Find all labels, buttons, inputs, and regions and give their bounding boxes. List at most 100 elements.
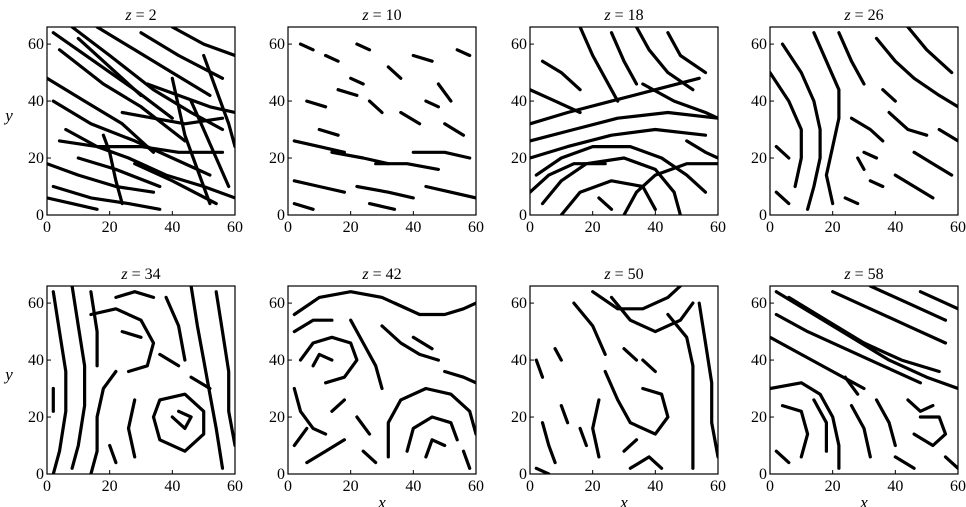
streak [133, 162, 218, 206]
streak [189, 99, 231, 189]
streak [530, 110, 718, 143]
streak [868, 179, 885, 189]
streak [405, 415, 459, 453]
x-axis-label: x [377, 493, 386, 507]
streak-group [530, 27, 718, 215]
panel-8: z = 58 0 20 40 60 0 20 40 60 x [751, 266, 966, 507]
streak [666, 312, 695, 470]
streak [70, 27, 225, 132]
y-tick-label: 0 [759, 207, 767, 224]
streak [906, 27, 954, 75]
streak [355, 184, 415, 200]
panel-4: z = 26 0 20 40 60 0 20 40 60 [751, 7, 966, 236]
streak [57, 139, 225, 154]
streak-group [770, 286, 958, 470]
y-tick-label: 60 [511, 295, 527, 312]
streak [874, 36, 958, 109]
streak [553, 347, 563, 362]
streak [780, 42, 822, 211]
streak [47, 162, 156, 194]
panel-6: z = 42 0 20 40 60 0 20 40 60 x [269, 266, 484, 507]
streak [906, 398, 935, 413]
x-tick-label: 60 [710, 478, 726, 495]
streak-group [47, 27, 235, 211]
streak [868, 286, 948, 322]
streak [330, 150, 390, 166]
x-tick-label: 20 [343, 478, 359, 495]
streak [324, 53, 340, 63]
y-tick-label: 20 [269, 409, 285, 426]
x-tick-label: 0 [526, 478, 534, 495]
streak [114, 290, 156, 299]
streak [305, 438, 346, 465]
plot-frame [287, 285, 477, 475]
streak [578, 426, 589, 448]
x-tick-label: 60 [227, 478, 243, 495]
panel-3: z = 18 0 20 40 60 0 20 40 60 [511, 7, 726, 236]
x-tick-label: 40 [887, 478, 903, 495]
streak [151, 392, 206, 453]
streak [392, 301, 476, 317]
y-tick-label: 40 [751, 93, 767, 110]
streak [893, 173, 935, 200]
streak [298, 42, 315, 52]
streak [455, 48, 472, 58]
y-tick-label: 20 [28, 150, 44, 167]
streak-group [292, 42, 476, 211]
panel-2: z = 10 0 20 40 60 0 20 40 60 [269, 7, 484, 236]
x-tick-label: 40 [647, 219, 663, 236]
y-tick-label: 0 [519, 466, 527, 483]
streak [937, 127, 958, 143]
y-axis-label: y [3, 106, 13, 125]
streak [399, 110, 422, 126]
y-tick-label: 20 [269, 150, 285, 167]
streak [443, 122, 466, 137]
x-tick-label: 60 [710, 219, 726, 236]
streak [912, 150, 954, 177]
streak [89, 369, 118, 474]
streak [774, 190, 791, 206]
streak [774, 290, 958, 391]
x-tick-label: 20 [585, 478, 601, 495]
streak [540, 421, 557, 465]
streak [367, 202, 397, 211]
streak [641, 82, 718, 120]
streak [443, 369, 476, 385]
streak [380, 324, 440, 362]
panel-title: z = 58 [843, 266, 883, 283]
streak [411, 150, 472, 160]
panel-5: z = 34 0 20 40 60 0 20 40 60 y [3, 266, 243, 495]
streak [317, 127, 340, 137]
streak [628, 455, 664, 470]
plot-frame [287, 26, 477, 216]
streak [774, 449, 791, 465]
plot-frame [46, 26, 236, 216]
streak [47, 76, 156, 154]
x-tick-label: 0 [284, 219, 292, 236]
x-tick-label: 40 [405, 478, 421, 495]
y-tick-label: 60 [269, 36, 285, 53]
plot-frame [769, 26, 959, 216]
x-tick-label: 0 [766, 219, 774, 236]
streak [292, 290, 409, 317]
x-axis-label: x [619, 493, 628, 507]
streak [336, 88, 359, 98]
x-tick-label: 0 [766, 478, 774, 495]
streak [298, 335, 359, 385]
streak [603, 369, 670, 436]
streak [943, 455, 958, 470]
streak [89, 290, 99, 368]
streak [887, 110, 929, 137]
y-tick-label: 0 [36, 207, 44, 224]
x-tick-label: 60 [468, 478, 484, 495]
streak [697, 301, 718, 459]
streak [849, 404, 872, 459]
y-tick-label: 20 [751, 409, 767, 426]
streak [57, 48, 187, 143]
streak [559, 179, 657, 215]
streak [76, 156, 162, 189]
streak [843, 196, 860, 206]
x-tick-label: 20 [825, 219, 841, 236]
streak [202, 53, 235, 149]
y-tick-label: 60 [269, 295, 285, 312]
